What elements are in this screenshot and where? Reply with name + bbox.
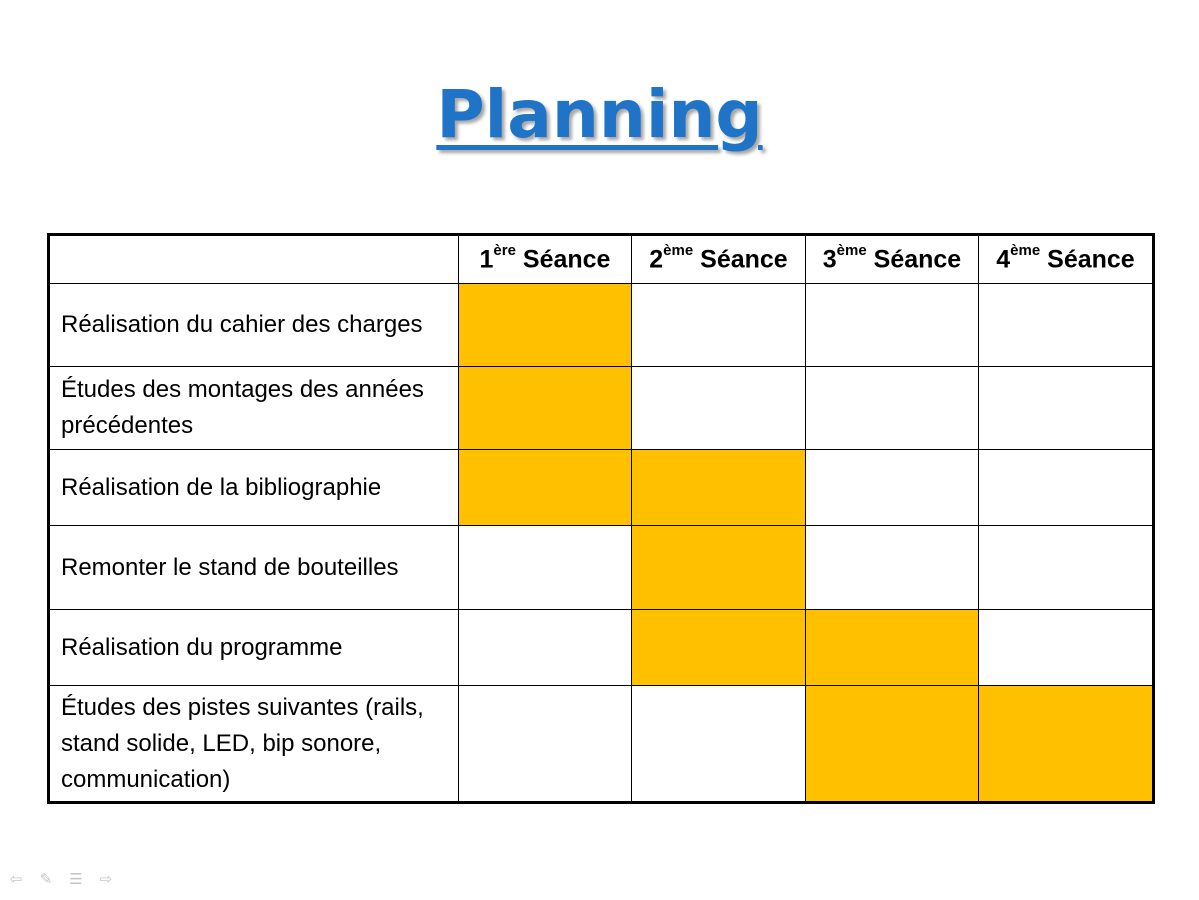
session-cell (978, 525, 1154, 610)
column-header-session-4: 4ème Séance (978, 234, 1154, 284)
planning-table: 1ère Séance 2ème Séance 3ème Séance 4ème… (47, 233, 1155, 804)
table-row: Remonter le stand de bouteilles (48, 525, 1154, 610)
session-cell (978, 609, 1154, 686)
slide-title: Planning (436, 76, 763, 153)
session-cell (805, 283, 979, 367)
menu-icon[interactable]: ☰ (69, 870, 83, 888)
session-cell-filled (805, 609, 979, 686)
table-row: Études des pistes suivantes (rails, stan… (48, 685, 1154, 803)
session-number: 4 (996, 245, 1011, 274)
session-number: 1 (479, 245, 494, 274)
slideshow-nav: ⇦ ✎ ☰ ⇨ (6, 870, 116, 888)
session-ordinal: ème (663, 241, 694, 259)
session-number: 3 (822, 245, 837, 274)
table-row: Réalisation de la bibliographie (48, 449, 1154, 526)
task-label: Réalisation du cahier des charges (48, 283, 459, 367)
session-cell (458, 609, 632, 686)
session-ordinal: ème (836, 241, 867, 259)
session-cell (805, 449, 979, 526)
table-row: Réalisation du programme (48, 609, 1154, 686)
session-cell (631, 685, 806, 803)
session-label: Séance (693, 245, 788, 274)
session-cell-filled (458, 449, 632, 526)
session-cell (978, 283, 1154, 367)
session-label: Séance (515, 245, 611, 274)
session-cell-filled (631, 525, 806, 610)
session-cell-filled (458, 283, 632, 367)
header-row: 1ère Séance 2ème Séance 3ème Séance 4ème… (48, 234, 1154, 284)
pen-icon[interactable]: ✎ (39, 870, 53, 888)
session-cell (458, 685, 632, 803)
session-cell-filled (631, 449, 806, 526)
session-cell (978, 366, 1154, 450)
corner-cell (48, 234, 459, 284)
task-label: Réalisation du programme (48, 609, 459, 686)
session-cell-filled (978, 685, 1154, 803)
session-cell-filled (458, 366, 632, 450)
session-cell (805, 525, 979, 610)
next-icon[interactable]: ⇨ (99, 870, 113, 888)
session-ordinal: ème (1010, 241, 1041, 259)
previous-icon[interactable]: ⇦ (9, 870, 23, 888)
task-label: Études des pistes suivantes (rails, stan… (48, 685, 459, 803)
session-ordinal: ère (493, 241, 516, 259)
session-cell-filled (631, 609, 806, 686)
session-number: 2 (649, 245, 664, 274)
session-cell (978, 449, 1154, 526)
session-cell (458, 525, 632, 610)
column-header-session-1: 1ère Séance (458, 234, 632, 284)
table-row: Études des montages des années précédent… (48, 366, 1154, 450)
session-label: Séance (1040, 245, 1135, 274)
task-label: Études des montages des années précédent… (48, 366, 459, 450)
table-row: Réalisation du cahier des charges (48, 283, 1154, 367)
task-label: Réalisation de la bibliographie (48, 449, 459, 526)
session-cell (631, 366, 806, 450)
column-header-session-2: 2ème Séance (631, 234, 806, 284)
task-label: Remonter le stand de bouteilles (48, 525, 459, 610)
session-cell (631, 283, 806, 367)
column-header-session-3: 3ème Séance (805, 234, 979, 284)
session-cell (805, 366, 979, 450)
session-cell-filled (805, 685, 979, 803)
session-label: Séance (866, 245, 962, 274)
